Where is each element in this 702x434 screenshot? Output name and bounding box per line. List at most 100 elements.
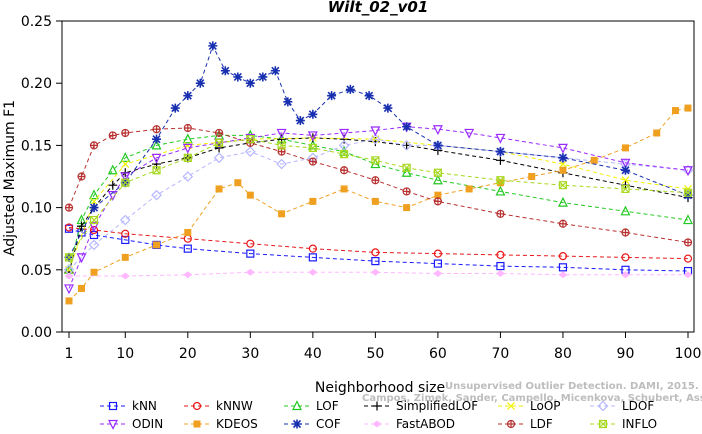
data-point-lof (401, 166, 412, 177)
data-point-inflo (121, 178, 130, 187)
data-point-inflo (89, 215, 99, 225)
data-point-lof (182, 133, 193, 144)
data-point-odin (107, 191, 118, 202)
data-point-kdeos (309, 197, 317, 205)
data-point-inflo (496, 176, 505, 185)
series-line-knnw (68, 227, 689, 260)
legend-swatch-marker (372, 420, 382, 428)
data-point-knn (121, 235, 130, 245)
y-tick-label: 0.00 (21, 325, 52, 341)
data-point-inflo (308, 143, 317, 152)
series-cof (64, 41, 693, 262)
legend-swatch-marker (506, 419, 516, 429)
data-point-ldof (88, 239, 100, 251)
data-point-lof (620, 205, 631, 216)
data-point-cof (295, 116, 305, 126)
data-point-cof (195, 78, 205, 88)
x-tick-label: 50 (366, 346, 384, 362)
data-point-knnw (371, 248, 380, 257)
x-tick-label: 1 (65, 346, 74, 362)
y-tick-label: 0.15 (21, 138, 52, 154)
data-point-kdeos (371, 197, 379, 205)
legend-item-loop: LoOP (498, 399, 561, 413)
data-point-ldf (77, 172, 86, 181)
series-line-cof (68, 44, 689, 258)
data-point-kdeos (496, 179, 504, 187)
data-point-knn (246, 249, 255, 258)
y-tick-label: 0.25 (21, 14, 52, 30)
data-point-cof (245, 78, 255, 88)
legend-label: COF (316, 417, 341, 431)
data-point-ldf (183, 123, 192, 133)
data-point-kdeos (671, 107, 679, 115)
data-point-kdeos (528, 173, 536, 180)
data-point-odin (89, 222, 99, 233)
legend-swatch-marker (292, 419, 302, 429)
data-point-inflo (246, 135, 255, 144)
data-point-odin (432, 125, 443, 136)
data-point-ldof (338, 140, 350, 151)
data-point-simplifiedlof (108, 180, 118, 190)
legend-swatch-marker (597, 400, 609, 412)
legend-label: SimplifiedLOF (396, 399, 478, 413)
x-axis-label: Neighborhood size (315, 380, 445, 396)
legend-item-cof: COF (284, 417, 341, 431)
data-point-cof (364, 91, 374, 101)
series-line-knn (68, 228, 689, 272)
legend-label: kNN (132, 399, 157, 413)
data-point-knn (371, 256, 380, 266)
data-point-cof (383, 103, 393, 113)
data-point-loop (90, 197, 98, 206)
data-point-cof (345, 84, 355, 94)
data-point-ldf (621, 228, 630, 237)
data-point-ldf (433, 197, 442, 206)
data-point-ldof (244, 146, 256, 157)
data-point-kdeos (278, 210, 286, 218)
data-point-inflo (433, 168, 442, 177)
data-point-odin (370, 126, 381, 137)
data-point-ldf (683, 238, 693, 247)
data-point-cof (152, 134, 162, 144)
legend-item-odin: ODIN (100, 417, 163, 431)
data-point-ldof (370, 133, 381, 145)
data-point-odin (620, 158, 631, 169)
data-point-inflo (183, 153, 192, 162)
data-point-odin (276, 128, 287, 139)
x-tick-label: 10 (116, 346, 134, 362)
series-fastabod (64, 268, 693, 280)
data-point-simplifiedlof (77, 221, 87, 231)
data-point-ldf (371, 176, 380, 185)
legend-swatch-marker (292, 400, 302, 411)
series-inflo (64, 135, 693, 262)
watermark: Unsupervised Outlier Detection. DAMI, 20… (362, 381, 702, 404)
data-point-kdeos (234, 179, 242, 187)
data-point-odin (464, 128, 475, 139)
legend-swatch-marker (598, 419, 608, 429)
data-point-fastabod (683, 271, 693, 279)
series-odin (64, 122, 693, 295)
data-point-odin (495, 133, 506, 144)
data-point-kdeos (340, 185, 348, 193)
data-point-inflo (214, 138, 224, 148)
data-point-knn (496, 261, 505, 271)
data-point-kdeos (621, 144, 629, 152)
data-point-ldf (64, 203, 74, 212)
data-point-inflo (683, 188, 693, 197)
data-point-kdeos (684, 104, 692, 112)
data-point-knnw (246, 239, 255, 248)
data-point-odin (76, 253, 87, 264)
data-point-cof (402, 122, 412, 132)
data-point-cof (327, 91, 337, 101)
legend-swatch-marker (108, 419, 118, 430)
data-point-ldf (558, 219, 568, 228)
legend-item-ldof: LDOF (590, 399, 654, 413)
legend-swatch-marker (192, 401, 202, 411)
legend-swatch-marker (193, 420, 201, 428)
data-point-kdeos (153, 241, 161, 249)
data-point-ldof (151, 189, 162, 201)
data-point-ldof (276, 158, 287, 170)
data-point-cof (433, 140, 443, 150)
data-point-inflo (152, 166, 161, 175)
x-tick-label: 90 (617, 346, 635, 362)
data-point-kdeos (121, 253, 129, 261)
